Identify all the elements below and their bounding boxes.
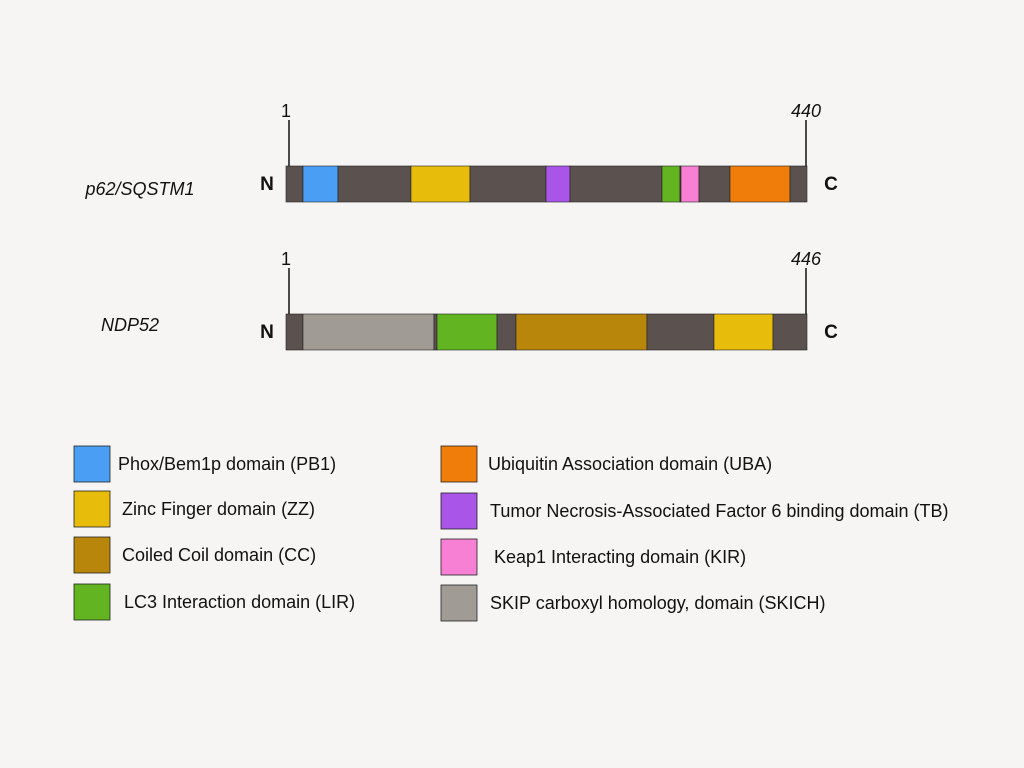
domain (545, 165, 571, 203)
legend-swatch (73, 583, 111, 621)
domain (337, 165, 412, 203)
legend-label: Keap1 Interacting domain (KIR) (494, 547, 746, 567)
start-label: 1 (281, 101, 291, 121)
legend-label: Tumor Necrosis-Associated Factor 6 bindi… (490, 501, 949, 521)
legend-swatch (440, 445, 478, 483)
n-label: N (260, 174, 274, 195)
n-label: N (260, 322, 274, 343)
legend-swatch (73, 536, 111, 574)
domain (713, 313, 774, 351)
domain (302, 165, 339, 203)
end-label: 440 (791, 101, 821, 121)
domain (433, 313, 438, 351)
legend-swatch (440, 538, 478, 576)
domain (661, 165, 681, 203)
legend-label: Phox/Bem1p domain (PB1) (118, 454, 336, 474)
legend-label: Coiled Coil domain (CC) (122, 545, 316, 565)
domain (285, 313, 304, 351)
c-label: C (824, 322, 838, 343)
domain (569, 165, 663, 203)
domain (302, 313, 435, 351)
domain (698, 165, 731, 203)
domain (729, 165, 791, 203)
legend-swatch (440, 584, 478, 622)
domain (789, 165, 808, 203)
legend-swatch (73, 445, 111, 483)
domain (772, 313, 808, 351)
legend-swatch (73, 490, 111, 528)
domain (469, 165, 547, 203)
start-label: 1 (281, 249, 291, 269)
protein-name: NDP52 (101, 315, 159, 335)
domain (496, 313, 517, 351)
legend-label: SKIP carboxyl homology, domain (SKICH) (490, 593, 825, 613)
domain (515, 313, 648, 351)
domain (410, 165, 471, 203)
protein-name: p62/SQSTM1 (84, 179, 194, 199)
legend-label: Zinc Finger domain (ZZ) (122, 499, 315, 519)
c-label: C (824, 174, 838, 195)
domain (646, 313, 715, 351)
legend-label: LC3 Interaction domain (LIR) (124, 592, 355, 612)
domain (285, 165, 304, 203)
legend-label: Ubiquitin Association domain (UBA) (488, 454, 772, 474)
domain (436, 313, 498, 351)
legend-swatch (440, 492, 478, 530)
domain (680, 165, 700, 203)
end-label: 446 (791, 249, 822, 269)
